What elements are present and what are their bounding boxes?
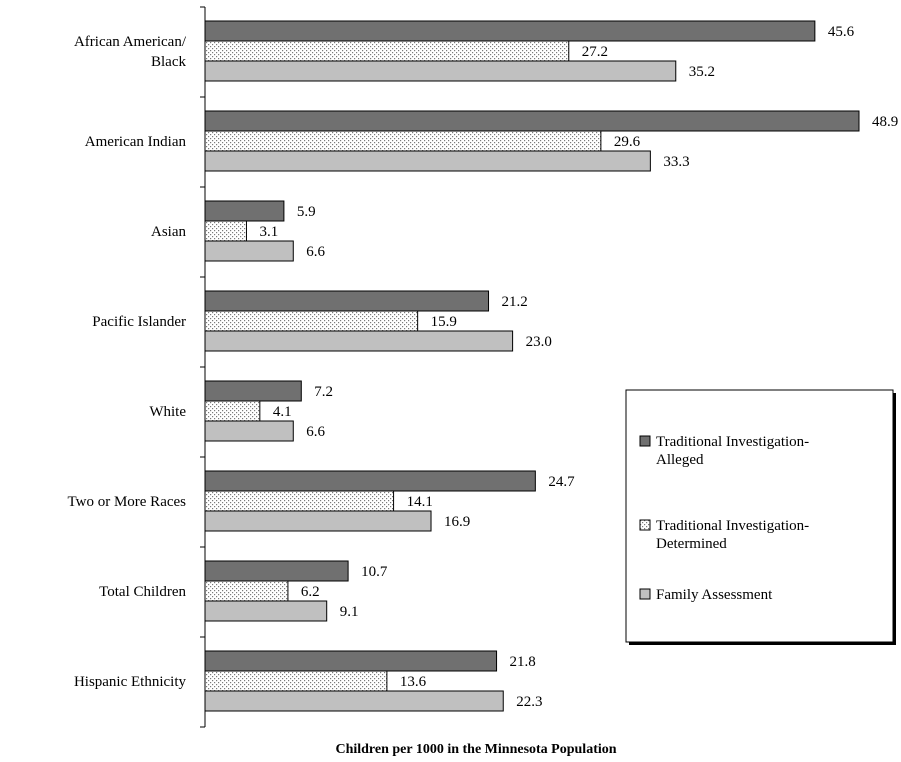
bar	[204, 200, 285, 222]
bar-value-label: 21.2	[502, 294, 528, 310]
bar-value-label: 24.7	[548, 474, 575, 490]
bar	[204, 560, 349, 582]
bar	[204, 490, 395, 512]
category-label: Total Children	[99, 584, 186, 600]
bar	[204, 60, 677, 82]
bar-value-label: 29.6	[614, 134, 641, 150]
category-label: Asian	[151, 224, 186, 240]
legend-swatch	[639, 435, 651, 447]
bar	[204, 150, 651, 172]
bar	[204, 470, 536, 492]
bar-value-label: 9.1	[340, 604, 359, 620]
bar	[204, 110, 860, 132]
legend-label: Traditional Investigation-Determined	[656, 518, 809, 552]
bar	[204, 400, 261, 422]
bar	[204, 240, 294, 262]
category-label: American Indian	[85, 134, 187, 150]
bar-value-label: 15.9	[431, 314, 457, 330]
bar-value-label: 5.9	[297, 204, 316, 220]
bar	[204, 290, 490, 312]
bar	[204, 650, 498, 672]
bar	[204, 510, 432, 532]
bar	[204, 40, 570, 62]
bar-value-label: 14.1	[407, 494, 433, 510]
bar	[204, 330, 514, 352]
bar-value-label: 27.2	[582, 44, 608, 60]
bar-value-label: 22.3	[516, 694, 542, 710]
bar-value-label: 48.9	[872, 114, 898, 130]
bar	[204, 220, 247, 242]
bar-value-label: 10.7	[361, 564, 388, 580]
bar-value-label: 3.1	[259, 224, 278, 240]
category-label: Two or More Races	[68, 494, 187, 510]
bar-value-label: 4.1	[273, 404, 292, 420]
bar	[204, 310, 419, 332]
bar	[204, 420, 294, 442]
legend-label: Family Assessment	[656, 587, 773, 603]
bar-value-label: 35.2	[689, 64, 715, 80]
bar	[204, 670, 388, 692]
legend-box	[625, 389, 894, 643]
bar-value-label: 33.3	[663, 154, 689, 170]
legend-swatch	[639, 519, 651, 531]
bar	[204, 600, 328, 622]
bar	[204, 580, 289, 602]
bar-value-label: 13.6	[400, 674, 427, 690]
legend-swatch	[639, 588, 651, 600]
category-label: African American/Black	[74, 34, 187, 70]
category-label: White	[149, 404, 186, 420]
bar-value-label: 23.0	[526, 334, 552, 350]
bar-value-label: 45.6	[828, 24, 855, 40]
bar-value-label: 6.6	[306, 424, 325, 440]
bar-value-label: 6.6	[306, 244, 325, 260]
category-label: Hispanic Ethnicity	[74, 674, 187, 690]
bar	[204, 20, 816, 42]
bar-value-label: 21.8	[510, 654, 536, 670]
x-axis-title: Children per 1000 in the Minnesota Popul…	[335, 742, 616, 757]
bar-value-label: 7.2	[314, 384, 333, 400]
bar-value-label: 6.2	[301, 584, 320, 600]
legend-label: Traditional Investigation-Alleged	[656, 434, 809, 468]
bar	[204, 130, 602, 152]
bar	[204, 690, 504, 712]
bar	[204, 380, 302, 402]
bar-value-label: 16.9	[444, 514, 470, 530]
category-label: Pacific Islander	[92, 314, 186, 330]
